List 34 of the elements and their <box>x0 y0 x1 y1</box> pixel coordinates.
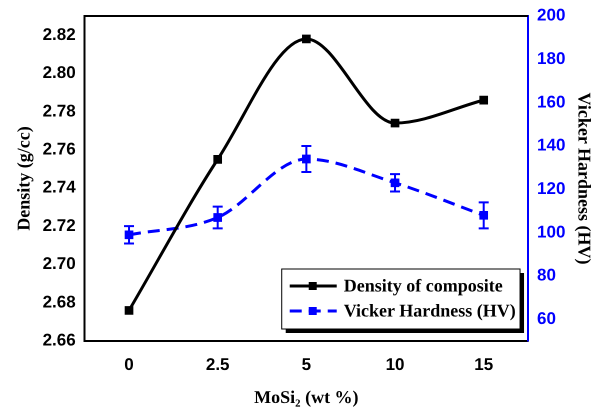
y-tick-label: 2.80 <box>42 63 76 82</box>
y-tick-label: 2.70 <box>42 254 76 274</box>
point <box>302 34 311 44</box>
point <box>479 96 488 104</box>
y2-tick-label: 120 <box>537 179 566 198</box>
y2-tick-label: 180 <box>537 49 566 68</box>
y2-tick-label: 60 <box>537 309 556 328</box>
y2-tick-label: 160 <box>537 92 566 112</box>
point <box>124 230 134 240</box>
y-tick-label: 2.82 <box>42 24 76 44</box>
point <box>390 118 400 128</box>
y2-tick-label: 80 <box>537 266 556 285</box>
y-tick-label: 2.74 <box>42 178 76 197</box>
x-axis-title: MoSi₂ (wt %) <box>254 386 359 407</box>
y2-axis-title: Vicker Hardness (HV) <box>574 92 595 264</box>
y2-tick-label: 200 <box>537 6 566 25</box>
x-tick-label: 5 <box>302 354 312 374</box>
y-tick-label: 2.76 <box>42 140 76 159</box>
legend-label: Vicker Hardness (HV) <box>344 300 516 321</box>
y-tick-label: 2.66 <box>42 330 76 350</box>
y2-tick-label: 140 <box>537 136 566 155</box>
legend-label: Density of composite <box>344 276 503 296</box>
x-tick-label: 15 <box>474 354 494 374</box>
y-tick-label: 2.78 <box>42 101 76 120</box>
x-tick-label: 10 <box>386 354 404 374</box>
y-tick-label: 2.72 <box>42 216 76 235</box>
point <box>213 155 222 164</box>
point <box>124 306 134 315</box>
x-tick-label: 0 <box>124 354 134 374</box>
y-tick-label: 2.68 <box>42 292 76 312</box>
x-tick-label: 2.5 <box>206 354 230 374</box>
y-axis-title: Density (g/cc) <box>13 126 34 231</box>
y2-tick-label: 100 <box>537 222 566 242</box>
point <box>390 178 400 188</box>
